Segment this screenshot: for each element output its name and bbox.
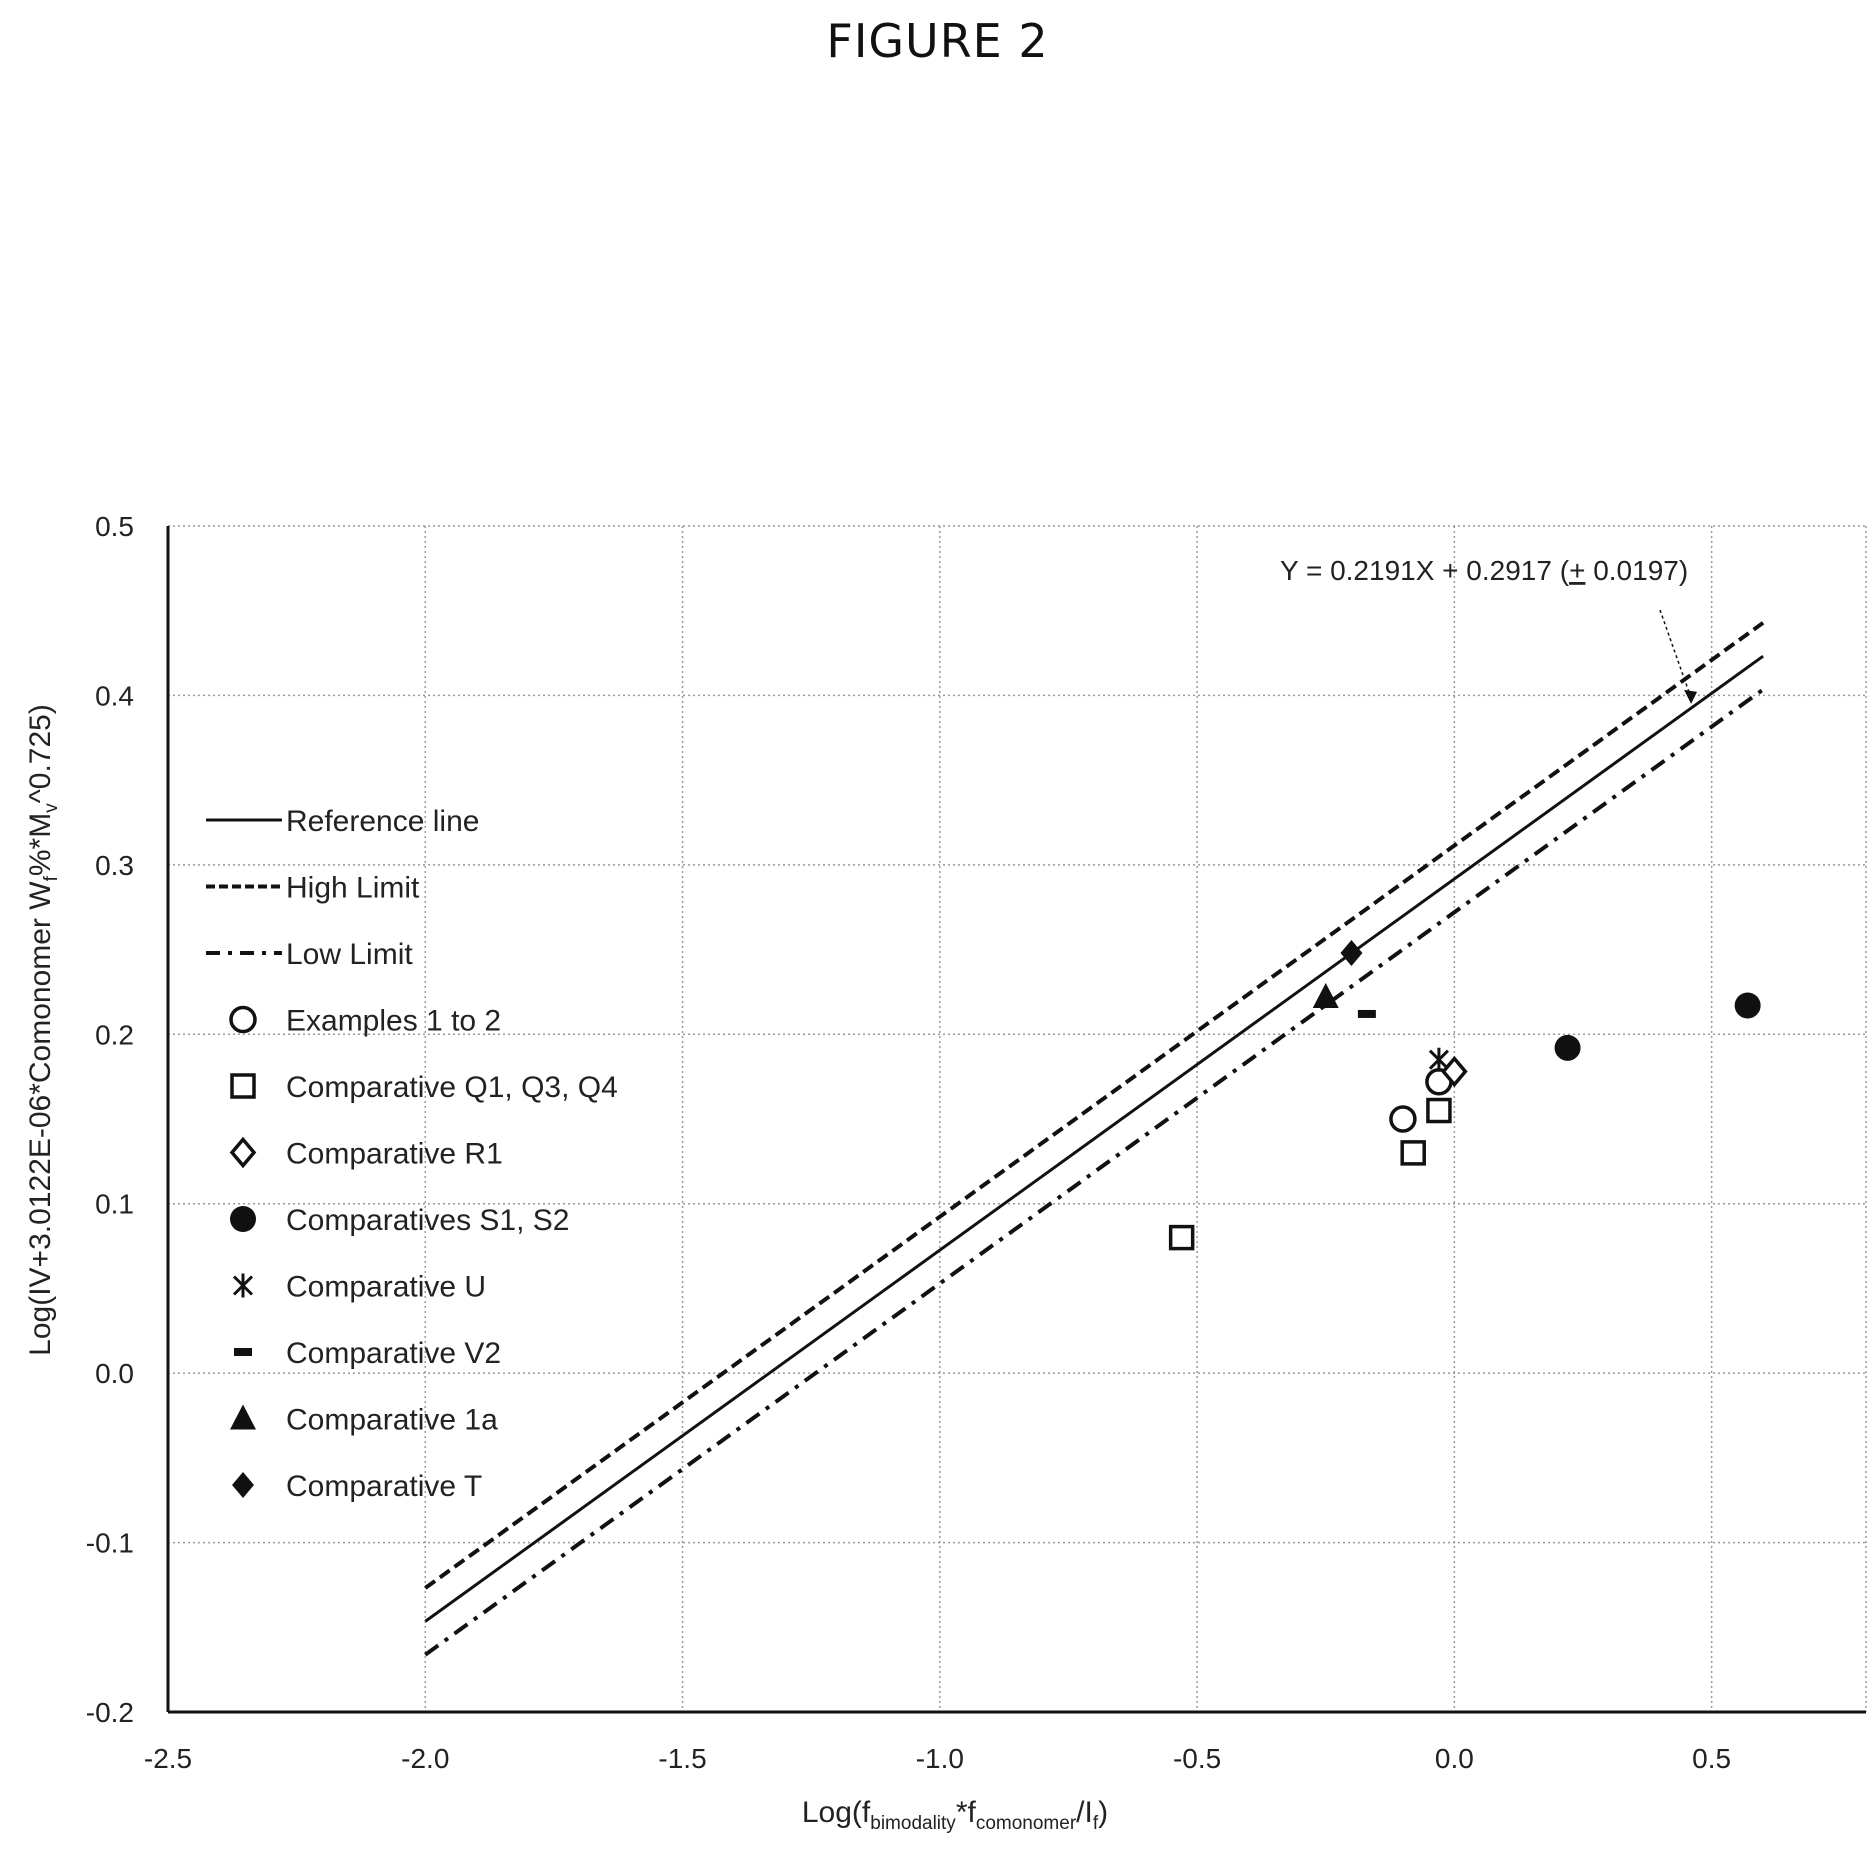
data-point xyxy=(1428,1047,1449,1072)
data-point xyxy=(1554,1034,1581,1061)
y-tick-label: 0.0 xyxy=(95,1358,134,1389)
x-axis-label: Log(fbimodality*fcomonomer/If) xyxy=(802,1796,1108,1834)
y-tick-label: -0.1 xyxy=(86,1528,134,1559)
data-point xyxy=(1357,1009,1376,1018)
legend-entry: Comparative Q1, Q3, Q4 xyxy=(286,1071,618,1104)
data-point xyxy=(1389,1105,1417,1133)
legend: Reference line High Limit Low Limit Example… xyxy=(206,805,618,1503)
legend-entry: Comparative T xyxy=(286,1470,482,1503)
marker-shape xyxy=(1312,983,1339,1009)
y-tick-label: 0.1 xyxy=(95,1189,134,1220)
fit-line xyxy=(424,621,1765,1590)
y-tick-label: 0.2 xyxy=(95,1019,134,1050)
marker-shape xyxy=(1554,1034,1581,1061)
marker-shape xyxy=(234,1348,252,1356)
x-tick-label: -0.5 xyxy=(1173,1743,1221,1774)
annotation-arrow xyxy=(1659,609,1692,699)
legend-entry: Comparative U xyxy=(286,1271,486,1304)
axes xyxy=(166,526,1866,1714)
x-tick-label: -2.0 xyxy=(401,1743,449,1774)
marker-shape xyxy=(230,1206,256,1232)
y-tick-label: 0.3 xyxy=(95,850,134,881)
figure-title: FIGURE 2 xyxy=(826,14,1049,68)
marker-shape xyxy=(229,1005,257,1034)
legend-entry: Comparatives S1, S2 xyxy=(286,1204,569,1237)
legend-entry: Comparative V2 xyxy=(286,1337,501,1370)
legend-marker xyxy=(230,1404,256,1430)
legend-marker xyxy=(230,1206,256,1232)
fit-lines xyxy=(424,621,1765,1657)
y-tick-label: -0.2 xyxy=(86,1697,134,1728)
x-tick-label: 0.0 xyxy=(1435,1743,1474,1774)
grid-lines xyxy=(168,525,1867,1712)
x-tick-label: -2.5 xyxy=(144,1743,192,1774)
legend-entry: Examples 1 to 2 xyxy=(286,1005,501,1038)
y-axis-label: Log(IV+3.0122E-06*Comonomer Wf%*Mv^0.725… xyxy=(24,704,62,1356)
legend-entry: Comparative R1 xyxy=(286,1138,503,1171)
y-tick-label: 0.5 xyxy=(95,511,134,542)
data-point xyxy=(1168,1224,1195,1251)
legend-entry: High Limit xyxy=(286,872,420,905)
legend-entry: Low Limit xyxy=(286,938,413,971)
fit-line xyxy=(424,687,1765,1657)
marker-shape xyxy=(232,1472,254,1498)
legend-marker xyxy=(230,1073,256,1099)
y-tick-label: 0.4 xyxy=(95,680,134,711)
data-point xyxy=(1734,992,1761,1019)
tick-labels: -2.5 -2.0 -1.5 -1.0 -0.5 0.0 0.5 -0.2 -0.1 0.0 0.1… xyxy=(86,511,1731,1774)
marker-shape xyxy=(1389,1105,1417,1133)
marker-shape xyxy=(1400,1140,1426,1166)
legend-marker xyxy=(234,1348,252,1356)
legend-marker xyxy=(232,1273,254,1298)
x-tick-label: 0.5 xyxy=(1692,1743,1731,1774)
annotation-arrowhead xyxy=(1684,689,1698,704)
marker-shape xyxy=(1426,1097,1452,1124)
data-point xyxy=(1426,1097,1452,1124)
x-tick-label: -1.0 xyxy=(916,1743,964,1774)
data-point xyxy=(1312,983,1339,1009)
marker-shape xyxy=(1357,1009,1376,1018)
legend-marker xyxy=(229,1136,257,1169)
marker-shape xyxy=(230,1073,256,1099)
marker-shape xyxy=(1168,1224,1195,1251)
legend-entry: Reference line xyxy=(286,805,479,838)
legend-entry: Comparative 1a xyxy=(286,1404,498,1437)
data-point xyxy=(1400,1140,1426,1166)
marker-shape xyxy=(230,1404,256,1430)
legend-marker xyxy=(229,1005,257,1034)
legend-marker xyxy=(232,1472,254,1498)
data-point xyxy=(1340,939,1363,966)
fit-line xyxy=(424,654,1764,1623)
marker-shape xyxy=(229,1136,257,1169)
x-tick-label: -1.5 xyxy=(658,1743,706,1774)
marker-shape xyxy=(1340,939,1363,966)
data-points xyxy=(1168,939,1761,1251)
equation-label: Y = 0.2191X + 0.2917 (+ 0.0197) xyxy=(1280,555,1688,586)
annotation: Y = 0.2191X + 0.2917 (+ 0.0197) xyxy=(1280,555,1698,704)
marker-shape xyxy=(1734,992,1761,1019)
